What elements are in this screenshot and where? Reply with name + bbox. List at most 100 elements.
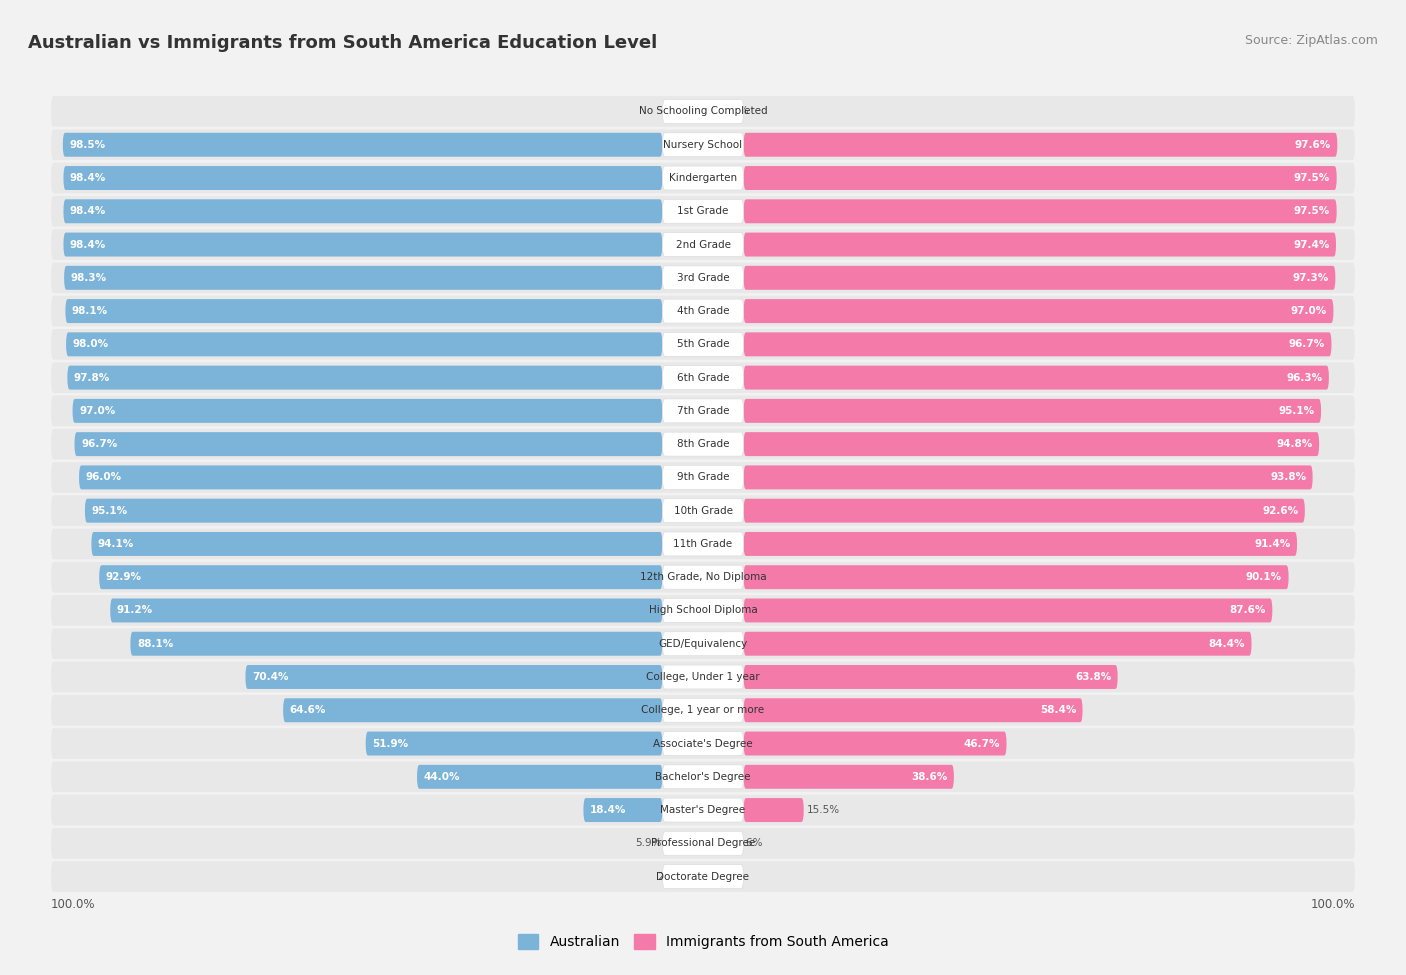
FancyBboxPatch shape [662, 832, 744, 855]
Text: 98.4%: 98.4% [70, 207, 107, 216]
FancyBboxPatch shape [366, 731, 662, 756]
Text: 98.0%: 98.0% [73, 339, 108, 349]
FancyBboxPatch shape [51, 662, 1355, 692]
Text: 5.9%: 5.9% [636, 838, 661, 848]
Text: Nursery School: Nursery School [664, 139, 742, 150]
FancyBboxPatch shape [744, 532, 1298, 556]
Text: 70.4%: 70.4% [252, 672, 288, 682]
Text: 98.4%: 98.4% [70, 240, 107, 250]
Text: 97.6%: 97.6% [1295, 139, 1331, 150]
FancyBboxPatch shape [744, 599, 1272, 622]
FancyBboxPatch shape [51, 629, 1355, 659]
FancyBboxPatch shape [51, 495, 1355, 526]
FancyBboxPatch shape [51, 728, 1355, 759]
Text: 98.5%: 98.5% [69, 139, 105, 150]
FancyBboxPatch shape [744, 665, 1118, 689]
FancyBboxPatch shape [662, 299, 744, 323]
FancyBboxPatch shape [84, 498, 662, 523]
Text: 6th Grade: 6th Grade [676, 372, 730, 382]
Text: 97.8%: 97.8% [75, 372, 110, 382]
FancyBboxPatch shape [662, 99, 744, 124]
Text: 1.8%: 1.8% [718, 872, 744, 881]
FancyBboxPatch shape [51, 363, 1355, 393]
Text: Bachelor's Degree: Bachelor's Degree [655, 772, 751, 782]
Text: 8th Grade: 8th Grade [676, 439, 730, 449]
Text: Source: ZipAtlas.com: Source: ZipAtlas.com [1244, 34, 1378, 47]
FancyBboxPatch shape [662, 366, 744, 390]
FancyBboxPatch shape [662, 698, 744, 722]
FancyBboxPatch shape [51, 97, 1355, 127]
FancyBboxPatch shape [744, 465, 1313, 489]
Text: 9th Grade: 9th Grade [676, 473, 730, 483]
FancyBboxPatch shape [662, 199, 744, 223]
FancyBboxPatch shape [662, 166, 744, 190]
FancyBboxPatch shape [51, 329, 1355, 360]
FancyBboxPatch shape [744, 166, 1337, 190]
FancyBboxPatch shape [110, 599, 662, 622]
FancyBboxPatch shape [283, 698, 662, 722]
Text: High School Diploma: High School Diploma [648, 605, 758, 615]
Text: 96.7%: 96.7% [82, 439, 117, 449]
FancyBboxPatch shape [744, 566, 1288, 589]
Text: 2.5%: 2.5% [723, 106, 749, 116]
Text: 98.3%: 98.3% [70, 273, 107, 283]
Text: 58.4%: 58.4% [1039, 705, 1076, 716]
FancyBboxPatch shape [662, 566, 744, 589]
Text: 97.0%: 97.0% [1291, 306, 1327, 316]
Text: 94.8%: 94.8% [1277, 439, 1313, 449]
Text: 2nd Grade: 2nd Grade [675, 240, 731, 250]
FancyBboxPatch shape [51, 429, 1355, 459]
FancyBboxPatch shape [51, 130, 1355, 160]
FancyBboxPatch shape [51, 528, 1355, 560]
FancyBboxPatch shape [744, 764, 953, 789]
FancyBboxPatch shape [744, 498, 1305, 523]
FancyBboxPatch shape [51, 562, 1355, 593]
FancyBboxPatch shape [662, 498, 744, 523]
FancyBboxPatch shape [100, 566, 662, 589]
FancyBboxPatch shape [51, 595, 1355, 626]
FancyBboxPatch shape [744, 399, 1322, 423]
FancyBboxPatch shape [662, 799, 744, 822]
Text: Doctorate Degree: Doctorate Degree [657, 872, 749, 881]
FancyBboxPatch shape [66, 299, 662, 323]
FancyBboxPatch shape [662, 865, 744, 888]
FancyBboxPatch shape [662, 432, 744, 456]
Text: 46.7%: 46.7% [963, 738, 1000, 749]
Text: 1.6%: 1.6% [662, 106, 689, 116]
FancyBboxPatch shape [662, 266, 744, 290]
Text: 7th Grade: 7th Grade [676, 406, 730, 416]
Text: 92.9%: 92.9% [105, 572, 142, 582]
FancyBboxPatch shape [662, 465, 744, 489]
FancyBboxPatch shape [131, 632, 662, 656]
FancyBboxPatch shape [662, 399, 744, 423]
FancyBboxPatch shape [662, 233, 744, 256]
FancyBboxPatch shape [583, 799, 662, 822]
FancyBboxPatch shape [67, 366, 662, 390]
FancyBboxPatch shape [63, 166, 662, 190]
FancyBboxPatch shape [744, 266, 1336, 290]
FancyBboxPatch shape [662, 599, 744, 622]
FancyBboxPatch shape [65, 266, 662, 290]
Text: 95.1%: 95.1% [1278, 406, 1315, 416]
Text: 63.8%: 63.8% [1076, 672, 1111, 682]
Text: College, 1 year or more: College, 1 year or more [641, 705, 765, 716]
Text: 97.5%: 97.5% [1294, 207, 1330, 216]
Text: 97.3%: 97.3% [1292, 273, 1329, 283]
Text: 1st Grade: 1st Grade [678, 207, 728, 216]
Text: Kindergarten: Kindergarten [669, 173, 737, 183]
Text: Australian vs Immigrants from South America Education Level: Australian vs Immigrants from South Amer… [28, 34, 658, 52]
FancyBboxPatch shape [51, 761, 1355, 792]
Text: 15.5%: 15.5% [807, 805, 841, 815]
Text: 51.9%: 51.9% [373, 738, 408, 749]
FancyBboxPatch shape [51, 861, 1355, 892]
Text: 96.3%: 96.3% [1286, 372, 1323, 382]
Legend: Australian, Immigrants from South America: Australian, Immigrants from South Americ… [510, 927, 896, 956]
FancyBboxPatch shape [744, 366, 1329, 390]
FancyBboxPatch shape [51, 795, 1355, 826]
Text: 91.2%: 91.2% [117, 605, 153, 615]
Text: 5th Grade: 5th Grade [676, 339, 730, 349]
Text: 97.0%: 97.0% [79, 406, 115, 416]
FancyBboxPatch shape [51, 295, 1355, 327]
Text: 4.6%: 4.6% [737, 838, 762, 848]
Text: 64.6%: 64.6% [290, 705, 326, 716]
